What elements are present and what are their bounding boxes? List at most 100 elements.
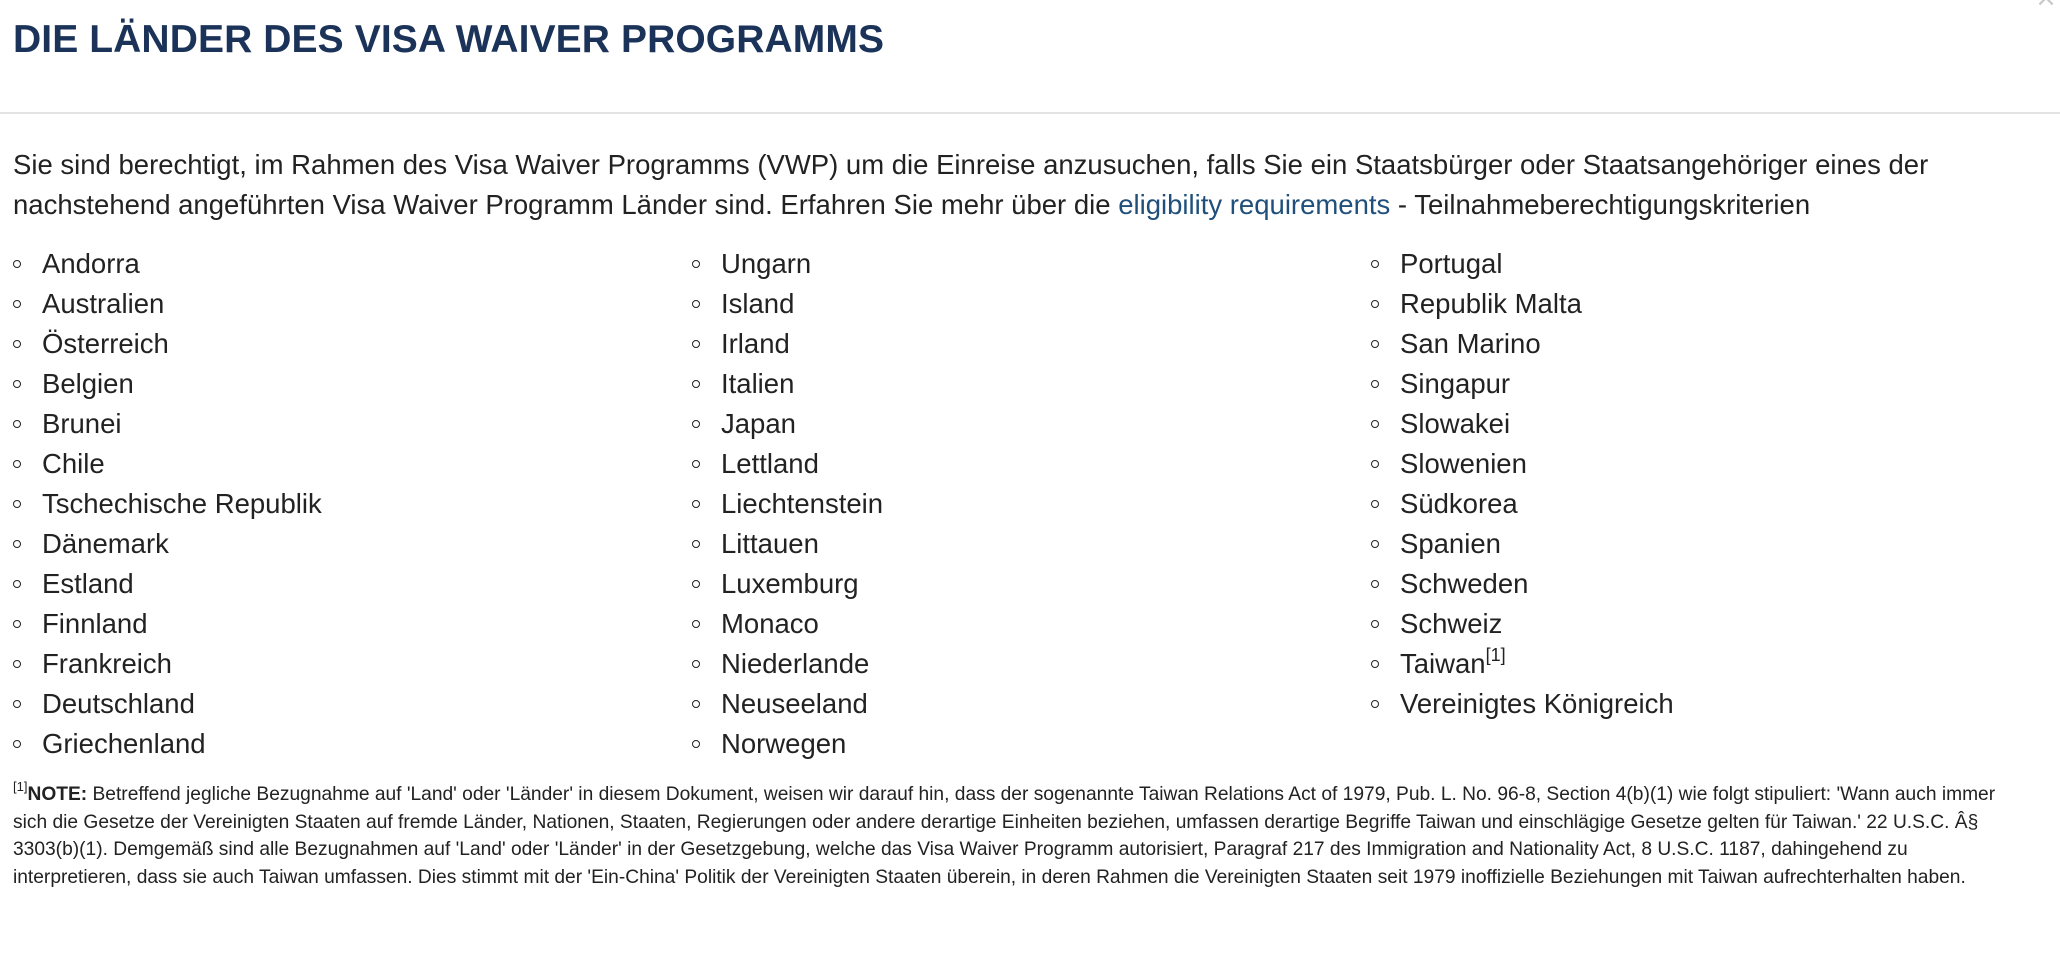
bullet-icon: [692, 260, 700, 268]
country-item-chile: Chile: [13, 444, 322, 484]
country-name: Australien: [42, 288, 165, 319]
bullet-icon: [13, 700, 21, 708]
bullet-icon: [692, 460, 700, 468]
bullet-icon: [692, 700, 700, 708]
country-name: Littauen: [721, 528, 819, 559]
country-item-luxemburg: Luxemburg: [692, 564, 883, 604]
country-item-finnland: Finnland: [13, 604, 322, 644]
bullet-icon: [692, 620, 700, 628]
country-name: San Marino: [1400, 328, 1541, 359]
country-name: Chile: [42, 448, 105, 479]
bullet-icon: [1371, 420, 1379, 428]
page-title: DIE LÄNDER DES VISA WAIVER PROGRAMMS: [13, 18, 885, 61]
country-item-portugal: Portugal: [1371, 244, 1674, 284]
bullet-icon: [1371, 340, 1379, 348]
footnote-label: NOTE:: [27, 784, 88, 805]
country-item-schweiz: Schweiz: [1371, 604, 1674, 644]
header-divider: [0, 112, 2060, 114]
bullet-icon: [692, 420, 700, 428]
country-item-island: Island: [692, 284, 883, 324]
country-name: Südkorea: [1400, 488, 1518, 519]
country-item-estland: Estland: [13, 564, 322, 604]
country-item-neuseeland: Neuseeland: [692, 684, 883, 724]
country-item-slowenien: Slowenien: [1371, 444, 1674, 484]
country-name: Slowakei: [1400, 408, 1511, 439]
country-name: Schweden: [1400, 568, 1529, 599]
country-item-singapur: Singapur: [1371, 364, 1674, 404]
country-name: Tschechische Republik: [42, 488, 322, 519]
country-name: Deutschland: [42, 688, 195, 719]
bullet-icon: [13, 300, 21, 308]
bullet-icon: [1371, 580, 1379, 588]
country-name: Österreich: [42, 328, 169, 359]
country-name: Republik Malta: [1400, 288, 1582, 319]
bullet-icon: [1371, 620, 1379, 628]
country-item-littauen: Littauen: [692, 524, 883, 564]
country-name: Portugal: [1400, 248, 1503, 279]
country-name: Taiwan: [1400, 648, 1486, 679]
intro-text-after: - Teilnahmeberechtigungskriterien: [1390, 189, 1811, 220]
bullet-icon: [1371, 380, 1379, 388]
country-name: Italien: [721, 368, 795, 399]
bullet-icon: [1371, 700, 1379, 708]
bullet-icon: [13, 460, 21, 468]
country-item-italien: Italien: [692, 364, 883, 404]
country-name: Neuseeland: [721, 688, 868, 719]
bullet-icon: [692, 300, 700, 308]
bullet-icon: [1371, 540, 1379, 548]
country-item-spanien: Spanien: [1371, 524, 1674, 564]
country-name: Singapur: [1400, 368, 1511, 399]
country-name: Slowenien: [1400, 448, 1527, 479]
bullet-icon: [692, 540, 700, 548]
country-item-monaco: Monaco: [692, 604, 883, 644]
bullet-icon: [692, 580, 700, 588]
country-name: Lettland: [721, 448, 819, 479]
country-list-column-3: Portugal Republik Malta San Marino Singapur…: [1371, 244, 1674, 724]
country-item-ungarn: Ungarn: [692, 244, 883, 284]
bullet-icon: [13, 380, 21, 388]
footnote-ref-taiwan[interactable]: [1]: [1485, 644, 1506, 665]
bullet-icon: [1371, 660, 1379, 668]
bullet-icon: [13, 260, 21, 268]
country-item-belgien: Belgien: [13, 364, 322, 404]
bullet-icon: [13, 420, 21, 428]
bullet-icon: [13, 500, 21, 508]
country-item-schweden: Schweden: [1371, 564, 1674, 604]
country-item-slowakei: Slowakei: [1371, 404, 1674, 444]
country-item-deutschland: Deutschland: [13, 684, 322, 724]
country-name: Belgien: [42, 368, 134, 399]
country-item-san-marino: San Marino: [1371, 324, 1674, 364]
country-item-osterreich: Österreich: [13, 324, 322, 364]
eligibility-requirements-link[interactable]: eligibility requirements: [1118, 189, 1391, 220]
country-name: Monaco: [721, 608, 819, 639]
close-icon[interactable]: ×: [2034, 0, 2058, 11]
bullet-icon: [692, 660, 700, 668]
country-name: Japan: [721, 408, 796, 439]
country-name: Schweiz: [1400, 608, 1503, 639]
country-item-sudkorea: Südkorea: [1371, 484, 1674, 524]
country-name: Vereinigtes Königreich: [1400, 688, 1674, 719]
country-name: Spanien: [1400, 528, 1501, 559]
country-name: Niederlande: [721, 648, 870, 679]
bullet-icon: [13, 620, 21, 628]
footnote-ref: [1]: [13, 778, 28, 794]
bullet-icon: [1371, 500, 1379, 508]
country-name: Finnland: [42, 608, 148, 639]
country-item-lettland: Lettland: [692, 444, 883, 484]
country-item-andorra: Andorra: [13, 244, 322, 284]
country-list-column-2: Ungarn Island Irland Italien Japan Lettland Li…: [692, 244, 883, 764]
intro-text: Sie sind berechtigt, im Rahmen des Visa …: [13, 149, 1929, 220]
country-item-taiwan: Taiwan[1]: [1371, 644, 1674, 684]
bullet-icon: [1371, 300, 1379, 308]
bullet-icon: [13, 540, 21, 548]
country-item-republik-malta: Republik Malta: [1371, 284, 1674, 324]
country-name: Luxemburg: [721, 568, 859, 599]
country-item-irland: Irland: [692, 324, 883, 364]
bullet-icon: [692, 340, 700, 348]
country-item-liechtenstein: Liechtenstein: [692, 484, 883, 524]
country-item-norwegen: Norwegen: [692, 724, 883, 764]
country-name: Norwegen: [721, 728, 847, 759]
country-item-tschechische-republik: Tschechische Republik: [13, 484, 322, 524]
country-item-japan: Japan: [692, 404, 883, 444]
